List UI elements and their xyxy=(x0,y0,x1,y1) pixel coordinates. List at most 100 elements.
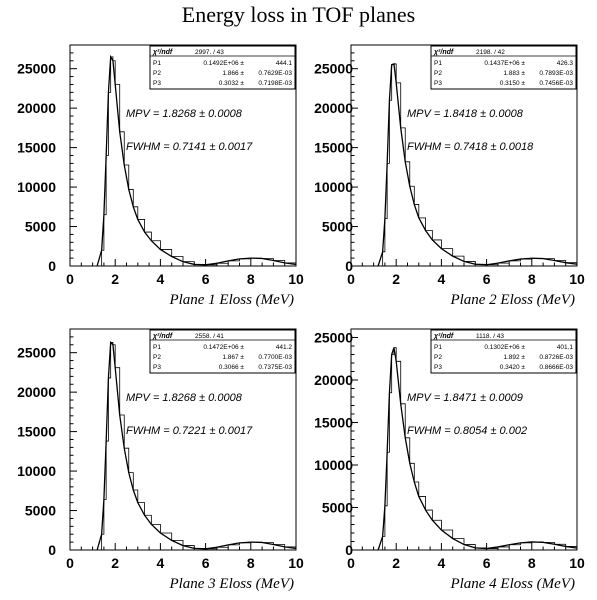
fit-box-header-value: 2558. / 41 xyxy=(195,333,224,340)
fit-param-label: P3 xyxy=(434,364,442,371)
x-tick-label: 2 xyxy=(111,555,119,571)
fit-param-label: P1 xyxy=(434,60,442,67)
fit-param-label: P2 xyxy=(434,70,442,77)
fit-param-label: P1 xyxy=(153,344,161,351)
fit-box-frame xyxy=(430,329,577,374)
fit-param-error: 0.7198E-03 xyxy=(258,80,292,87)
x-tick-label: 6 xyxy=(202,555,210,571)
fit-param-value: 0.3066 ± xyxy=(219,364,245,371)
histogram-steps xyxy=(70,342,297,551)
y-tick-label: 25000 xyxy=(17,345,56,361)
x-axis-label: Plane 1 Eloss (MeV) xyxy=(168,292,294,308)
fit-stats-box: χ²/ndf 2198. / 42 P1 0.1437E+06 ± 426.3 P2 1.8… xyxy=(430,45,577,90)
fit-stats-box: χ²/ndf 1118. / 43 P1 0.1302E+06 ± 401.1 P2 1.8… xyxy=(430,329,577,374)
mpv-annotation: MPV = 1.8471 ± 0.0009 xyxy=(407,392,523,404)
y-tick-label: 5000 xyxy=(322,500,353,516)
y-tick-label: 0 xyxy=(48,258,56,274)
fit-param-value: 0.1492E+06 ± xyxy=(203,60,244,67)
fit-param-error: 0.7893E-03 xyxy=(539,70,573,77)
x-tick-label: 6 xyxy=(483,271,491,287)
fit-param-value: 1.867 ± xyxy=(222,354,244,361)
x-tick-label: 2 xyxy=(392,555,400,571)
chart-panel-4: 0 2 4 6 8 10 0 5000 10000 15000 20000 25000 Plane 4 … xyxy=(314,328,585,592)
fit-param-value: 0.1472E+06 ± xyxy=(203,344,244,351)
y-tick-label: 5000 xyxy=(25,503,56,519)
fwhm-annotation: FWHM = 0.7221 ± 0.0017 xyxy=(126,425,253,437)
y-tick-label: 15000 xyxy=(314,140,353,156)
figure-title: Energy loss in TOF planes xyxy=(181,2,416,27)
x-tick-label: 4 xyxy=(438,271,446,287)
fit-box-header-label: χ²/ndf xyxy=(433,49,454,56)
y-tick-label: 15000 xyxy=(314,415,353,431)
x-tick-label: 8 xyxy=(247,555,255,571)
fit-param-error: 0.7629E-03 xyxy=(258,70,292,77)
fwhm-annotation: FWHM = 0.7141 ± 0.0017 xyxy=(126,141,253,153)
fwhm-annotation: FWHM = 0.8054 ± 0.002 xyxy=(407,425,527,437)
x-tick-label: 0 xyxy=(347,271,355,287)
fit-param-label: P2 xyxy=(153,354,161,361)
x-tick-label: 0 xyxy=(347,555,355,571)
fit-param-label: P3 xyxy=(153,364,161,371)
x-axis-label: Plane 4 Eloss (MeV) xyxy=(449,576,575,592)
fit-curve xyxy=(377,347,578,551)
mpv-annotation: MPV = 1.8268 ± 0.0008 xyxy=(126,392,243,404)
y-tick-label: 10000 xyxy=(314,179,353,195)
fit-box-frame xyxy=(149,45,296,90)
x-tick-label: 8 xyxy=(528,555,536,571)
fit-param-label: P2 xyxy=(153,70,161,77)
mpv-annotation: MPV = 1.8268 ± 0.0008 xyxy=(126,108,243,120)
fit-param-error: 0.7375E-03 xyxy=(258,364,292,371)
histogram-steps xyxy=(351,347,578,551)
fit-box-header-value: 2997. / 43 xyxy=(195,49,224,56)
mpv-annotation: MPV = 1.8418 ± 0.0008 xyxy=(407,108,524,120)
fit-param-error: 426.3 xyxy=(557,60,574,67)
fit-param-label: P3 xyxy=(434,80,442,87)
x-tick-label: 2 xyxy=(111,271,119,287)
fit-box-frame xyxy=(430,45,577,90)
fit-box-header-value: 1118. / 43 xyxy=(476,333,504,340)
y-tick-label: 0 xyxy=(48,542,56,558)
fit-box-header-label: χ²/ndf xyxy=(152,49,173,56)
fit-stats-box: χ²/ndf 2558. / 41 P1 0.1472E+06 ± 441.2 P2 1.8… xyxy=(149,329,296,374)
x-tick-label: 0 xyxy=(66,271,74,287)
fit-stats-box: χ²/ndf 2997. / 43 P1 0.1492E+06 ± 444.1 P2 1.8… xyxy=(149,45,296,90)
y-tick-label: 15000 xyxy=(17,140,56,156)
y-tick-label: 5000 xyxy=(25,219,56,235)
x-tick-label: 8 xyxy=(528,271,536,287)
fit-curve xyxy=(377,63,578,267)
fit-param-value: 1.892 ± xyxy=(503,354,525,361)
y-tick-label: 25000 xyxy=(17,61,56,77)
x-tick-label: 10 xyxy=(569,555,585,571)
histogram-steps xyxy=(351,63,578,267)
fit-param-value: 0.3420 ± xyxy=(500,364,526,371)
x-tick-label: 0 xyxy=(66,555,74,571)
y-tick-label: 0 xyxy=(345,542,353,558)
y-tick-label: 20000 xyxy=(314,372,353,388)
fit-param-error: 444.1 xyxy=(276,60,293,67)
x-tick-label: 10 xyxy=(288,271,304,287)
fit-param-value: 0.1437E+06 ± xyxy=(484,60,525,67)
chart-panel-3: 0 2 4 6 8 10 0 5000 10000 15000 20000 25000 Plane 3 … xyxy=(17,328,304,592)
fit-param-value: 1.866 ± xyxy=(222,70,244,77)
chart-panel-2: 0 2 4 6 8 10 0 5000 10000 15000 20000 25000 Plane 2 … xyxy=(314,44,585,308)
fit-box-frame xyxy=(149,329,296,374)
y-tick-label: 25000 xyxy=(314,61,353,77)
fit-box-header-label: χ²/ndf xyxy=(152,333,173,340)
x-tick-label: 10 xyxy=(569,271,585,287)
x-tick-label: 6 xyxy=(483,555,491,571)
x-tick-label: 8 xyxy=(247,271,255,287)
y-tick-label: 15000 xyxy=(17,424,56,440)
y-tick-label: 0 xyxy=(345,258,353,274)
fit-param-error: 0.8726E-03 xyxy=(539,354,573,361)
fit-param-value: 0.3150 ± xyxy=(500,80,526,87)
y-tick-label: 10000 xyxy=(17,463,56,479)
fit-param-label: P1 xyxy=(153,60,161,67)
x-axis-label: Plane 3 Eloss (MeV) xyxy=(168,576,294,592)
y-tick-label: 10000 xyxy=(17,179,56,195)
fwhm-annotation: FWHM = 0.7418 ± 0.0018 xyxy=(407,141,534,153)
fit-param-error: 0.7700E-03 xyxy=(258,354,292,361)
x-tick-label: 10 xyxy=(288,555,304,571)
fit-param-value: 0.3032 ± xyxy=(219,80,245,87)
x-tick-label: 4 xyxy=(157,555,165,571)
